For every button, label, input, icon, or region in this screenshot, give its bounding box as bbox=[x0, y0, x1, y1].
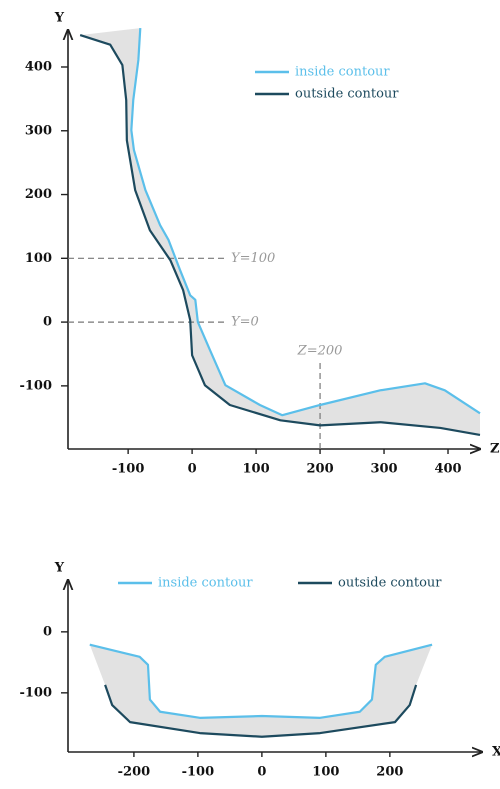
x-tick-label: 100 bbox=[243, 462, 270, 477]
annotation: Y=0 bbox=[231, 315, 259, 330]
x-tick-label: 300 bbox=[370, 462, 397, 477]
y-tick-label: -100 bbox=[19, 378, 52, 393]
x-tick-label: -200 bbox=[118, 765, 151, 780]
y-tick-label: -100 bbox=[19, 685, 52, 700]
x-tick-label: 400 bbox=[434, 462, 461, 477]
legend-label: outside contour bbox=[338, 576, 442, 591]
y-tick-label: 400 bbox=[25, 59, 52, 74]
y-tick-label: 300 bbox=[25, 123, 52, 138]
legend-label: inside contour bbox=[158, 576, 253, 591]
contour-line bbox=[104, 684, 418, 738]
x-axis-label: X bbox=[492, 745, 500, 760]
legend-label: inside contour bbox=[295, 65, 390, 80]
x-tick-label: 200 bbox=[306, 462, 333, 477]
y-axis-label: Y bbox=[54, 561, 65, 576]
y-tick-label: 100 bbox=[25, 251, 52, 266]
x-tick-label: 0 bbox=[257, 765, 266, 780]
contour-line bbox=[79, 34, 481, 437]
legend-label: outside contour bbox=[295, 87, 399, 102]
y-tick-label: 200 bbox=[25, 187, 52, 202]
annotation: Z=200 bbox=[297, 344, 343, 359]
annotation: Y=100 bbox=[231, 251, 275, 266]
x-tick-label: -100 bbox=[182, 765, 215, 780]
x-tick-label: -100 bbox=[112, 462, 145, 477]
contour-line bbox=[130, 28, 481, 417]
x-tick-label: 100 bbox=[312, 765, 339, 780]
x-axis-label: Z bbox=[490, 442, 500, 457]
y-axis-label: Y bbox=[54, 11, 65, 26]
y-tick-label: 0 bbox=[43, 315, 52, 330]
contour-line bbox=[89, 643, 433, 719]
y-tick-label: 0 bbox=[43, 624, 52, 639]
x-tick-label: 0 bbox=[188, 462, 197, 477]
x-tick-label: 200 bbox=[376, 765, 403, 780]
gap-area bbox=[80, 28, 481, 435]
